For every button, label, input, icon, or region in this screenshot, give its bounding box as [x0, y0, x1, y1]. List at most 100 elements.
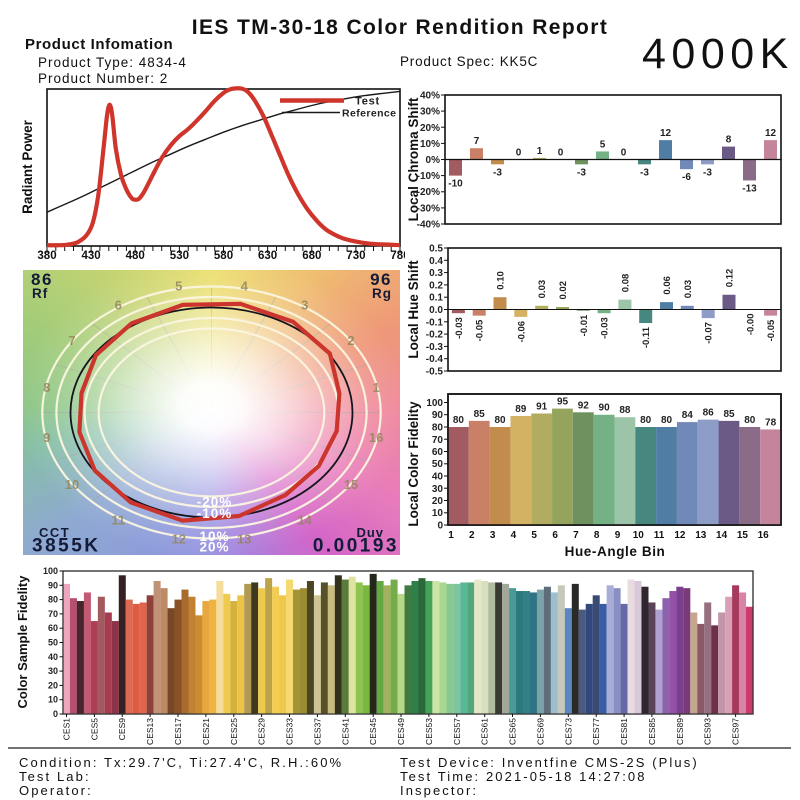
svg-text:-0.1: -0.1 [426, 317, 444, 328]
svg-text:0.12: 0.12 [725, 269, 736, 288]
svg-text:30%: 30% [420, 107, 440, 118]
svg-text:CES85: CES85 [647, 718, 657, 745]
svg-text:3: 3 [301, 298, 308, 313]
svg-text:50: 50 [432, 459, 444, 470]
svg-text:CES65: CES65 [508, 718, 518, 745]
svg-text:11: 11 [111, 512, 125, 527]
svg-text:85: 85 [723, 409, 735, 420]
svg-text:-0.05: -0.05 [766, 319, 777, 341]
svg-text:15: 15 [344, 477, 358, 492]
svg-text:100: 100 [43, 566, 58, 576]
svg-text:0.08: 0.08 [620, 274, 631, 293]
svg-text:12: 12 [674, 530, 686, 541]
svg-text:-0.03: -0.03 [600, 317, 611, 339]
svg-text:Radiant Power: Radiant Power [20, 119, 35, 214]
svg-text:92: 92 [578, 400, 590, 411]
svg-text:5: 5 [175, 278, 182, 293]
svg-text:CES93: CES93 [703, 718, 713, 745]
svg-text:0: 0 [53, 709, 58, 719]
svg-text:CES29: CES29 [257, 718, 267, 745]
svg-text:8: 8 [726, 135, 732, 146]
svg-text:0%: 0% [426, 155, 441, 166]
svg-text:CES13: CES13 [145, 718, 155, 745]
svg-text:70: 70 [48, 609, 58, 619]
svg-text:14: 14 [297, 512, 312, 527]
svg-text:7: 7 [573, 530, 579, 541]
svg-text:86: 86 [703, 408, 715, 419]
svg-text:0.4: 0.4 [429, 256, 443, 267]
svg-text:-20%: -20% [197, 495, 233, 510]
svg-text:0.2: 0.2 [429, 280, 443, 291]
svg-text:70: 70 [432, 435, 444, 446]
svg-text:91: 91 [536, 402, 548, 413]
svg-text:60: 60 [48, 623, 58, 633]
svg-text:-0.03: -0.03 [454, 317, 465, 339]
svg-text:CES37: CES37 [312, 718, 322, 745]
svg-text:680: 680 [302, 250, 321, 262]
svg-text:0: 0 [516, 148, 522, 159]
svg-text:95: 95 [557, 397, 569, 408]
svg-text:580: 580 [214, 250, 233, 262]
svg-text:0.03: 0.03 [683, 280, 694, 299]
svg-text:Color Sample Fidelity: Color Sample Fidelity [15, 575, 30, 709]
svg-text:CES73: CES73 [563, 718, 573, 745]
svg-text:13: 13 [237, 532, 251, 547]
svg-text:480: 480 [126, 250, 145, 262]
svg-text:5: 5 [600, 139, 606, 150]
svg-text:9: 9 [43, 430, 50, 445]
svg-text:6: 6 [552, 530, 558, 541]
svg-text:-30%: -30% [417, 203, 440, 214]
svg-text:Local Color Fidelity: Local Color Fidelity [406, 401, 421, 527]
svg-text:0.00193: 0.00193 [313, 536, 399, 556]
svg-text:Rf: Rf [32, 286, 48, 301]
svg-text:530: 530 [170, 250, 189, 262]
svg-text:0.1: 0.1 [429, 293, 443, 304]
svg-text:9: 9 [615, 530, 621, 541]
svg-text:10: 10 [65, 477, 79, 492]
svg-text:Duv: Duv [356, 525, 384, 540]
svg-text:CES53: CES53 [424, 718, 434, 745]
svg-text:-0.4: -0.4 [426, 354, 444, 365]
svg-text:15: 15 [737, 530, 749, 541]
svg-text:40%: 40% [420, 91, 440, 102]
svg-text:-0.06: -0.06 [516, 321, 527, 343]
svg-text:-10%: -10% [417, 171, 440, 182]
svg-text:12: 12 [172, 532, 186, 547]
svg-text:11: 11 [654, 530, 665, 541]
svg-text:96: 96 [370, 270, 392, 289]
svg-text:30: 30 [432, 484, 444, 495]
svg-text:16: 16 [369, 430, 383, 445]
svg-text:8: 8 [43, 380, 50, 395]
svg-text:80: 80 [744, 415, 756, 426]
svg-text:-6: -6 [682, 172, 691, 183]
svg-text:3855K: 3855K [32, 536, 101, 556]
svg-text:0.03: 0.03 [537, 280, 548, 299]
svg-text:CES5: CES5 [89, 718, 99, 740]
svg-text:6: 6 [115, 298, 122, 313]
svg-text:-0.11: -0.11 [641, 326, 652, 348]
svg-text:20: 20 [432, 496, 444, 507]
svg-text:CES57: CES57 [452, 718, 462, 745]
svg-text:Hue-Angle Bin: Hue-Angle Bin [565, 544, 666, 559]
svg-text:CES41: CES41 [340, 718, 350, 745]
svg-text:20: 20 [48, 680, 58, 690]
svg-text:80: 80 [494, 415, 506, 426]
svg-text:CES1: CES1 [62, 718, 72, 740]
svg-text:90: 90 [599, 403, 611, 414]
svg-text:12: 12 [660, 128, 672, 139]
svg-text:CES89: CES89 [675, 718, 685, 745]
svg-text:7: 7 [474, 136, 480, 147]
svg-text:86: 86 [31, 270, 53, 289]
svg-text:-0.2: -0.2 [426, 330, 444, 341]
svg-text:30: 30 [48, 666, 58, 676]
svg-text:CES69: CES69 [535, 718, 545, 745]
svg-text:90: 90 [48, 580, 58, 590]
svg-text:84: 84 [682, 410, 694, 421]
svg-text:40: 40 [432, 472, 444, 483]
svg-text:-3: -3 [703, 167, 712, 178]
svg-text:CES21: CES21 [201, 718, 211, 745]
svg-text:60: 60 [432, 447, 444, 458]
svg-text:-10: -10 [448, 179, 463, 190]
svg-text:-40%: -40% [417, 220, 440, 231]
svg-text:14: 14 [716, 530, 728, 541]
